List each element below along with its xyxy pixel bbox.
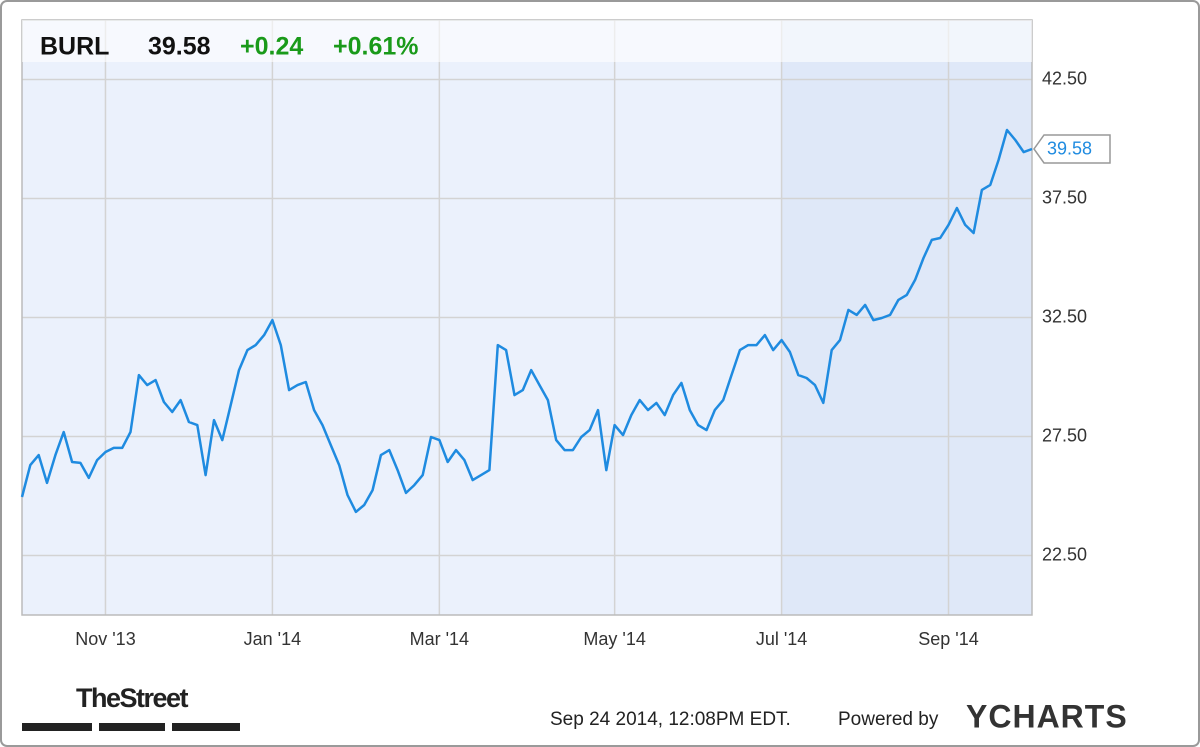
logo: YCHARTS [966,698,1128,734]
y-tick-label: 37.50 [1042,187,1087,207]
x-tick-label: Sep '14 [918,629,979,649]
header-band [22,20,1032,62]
x-tick-label: May '14 [583,629,645,649]
brand-bar [22,723,92,731]
powered-by: Powered by [838,709,939,730]
y-tick-label: 27.50 [1042,425,1087,445]
x-tick-label: Jan '14 [244,629,301,649]
x-tick-label: Jul '14 [756,629,807,649]
change-percent: +0.61% [333,33,419,61]
timestamp: Sep 24 2014, 12:08PM EDT. [550,709,791,730]
price: 39.58 [148,33,211,61]
brand: TheStreet [76,683,189,713]
y-tick-label: 32.50 [1042,306,1087,326]
brand-bar [172,723,240,731]
change: +0.24 [240,33,303,61]
series: 39.58 [20,128,1111,514]
price-line [20,128,1033,514]
ticker: BURL [40,33,109,61]
last-value-label: 39.58 [1047,139,1092,159]
brand-bar [99,723,165,731]
last-value-box [1033,134,1111,164]
grid [21,19,1033,616]
y-tick-label: 42.50 [1042,68,1087,88]
labels: 22.50 27.50 32.50 37.50 42.50 Nov '13 Jan '14 M… [75,68,1087,649]
x-tick-label: Mar '14 [410,629,469,649]
x-tick-label: Nov '13 [75,629,135,649]
y-tick-label: 22.50 [1042,544,1087,564]
